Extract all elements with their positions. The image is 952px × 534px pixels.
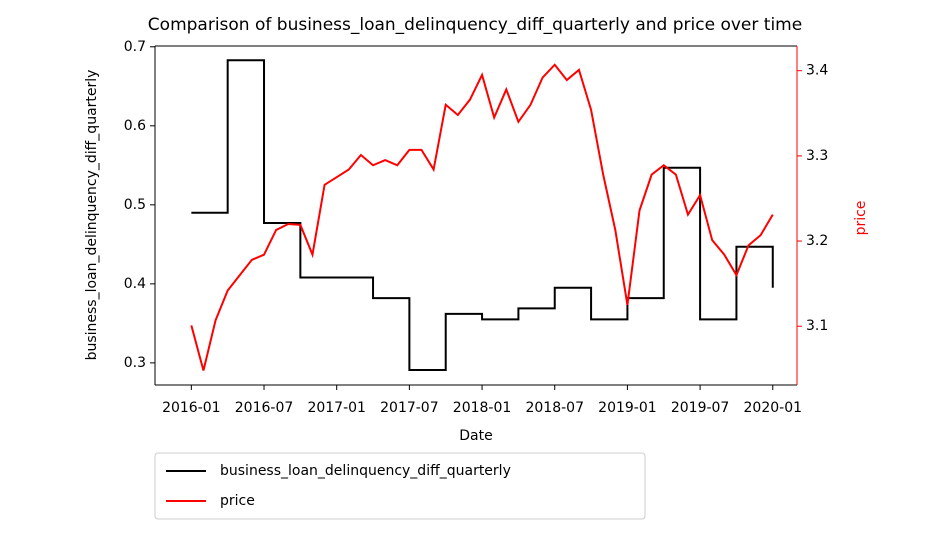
series-line xyxy=(191,59,774,371)
y-tick-label: 0.4 xyxy=(124,276,146,292)
x-tick-label: 2018-01 xyxy=(453,400,512,416)
series-line xyxy=(190,63,774,371)
x-tick-label: 2018-07 xyxy=(525,400,584,416)
y-tick-label: 0.3 xyxy=(124,355,146,371)
legend-label: business_loan_delinquency_diff_quarterly xyxy=(220,463,511,479)
y-axis-label: business_loan_delinquency_diff_quarterly xyxy=(84,70,100,361)
x-tick-label: 2020-01 xyxy=(744,400,803,416)
y-tick-label: 0.7 xyxy=(124,39,146,55)
y-tick-label: 0.5 xyxy=(124,197,146,213)
y2-tick-label: 3.3 xyxy=(806,148,828,164)
x-tick-label: 2016-01 xyxy=(162,400,221,416)
y-tick-label: 0.6 xyxy=(124,118,146,134)
y2-tick-label: 3.4 xyxy=(806,63,828,79)
x-axis-label: Date xyxy=(459,428,492,444)
legend-label: price xyxy=(220,493,255,509)
x-tick-label: 2016-07 xyxy=(235,400,294,416)
x-tick-label: 2017-07 xyxy=(380,400,439,416)
y2-axis-label: price xyxy=(853,201,869,236)
legend-box xyxy=(154,452,646,520)
y2-tick-label: 3.1 xyxy=(806,318,828,334)
y2-tick-label: 3.2 xyxy=(806,233,828,249)
x-tick-label: 2019-01 xyxy=(598,400,657,416)
chart-title: Comparison of business_loan_delinquency_… xyxy=(148,15,802,35)
x-tick-label: 2017-01 xyxy=(307,400,366,416)
x-tick-label: 2019-07 xyxy=(671,400,730,416)
